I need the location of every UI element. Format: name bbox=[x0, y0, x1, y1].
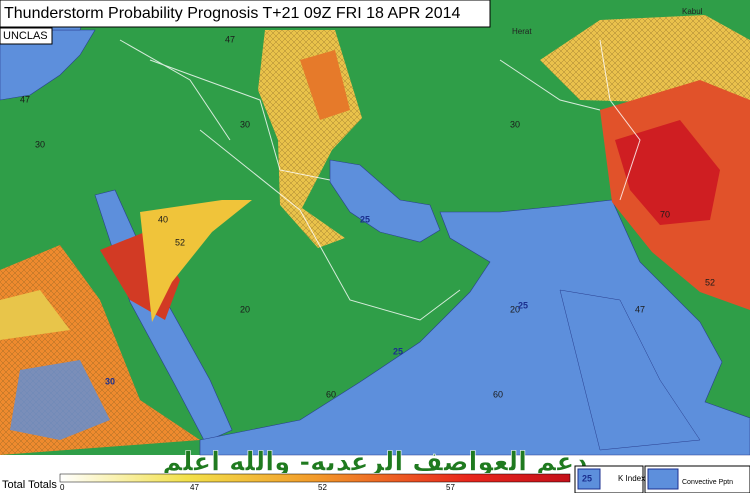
borders bbox=[119, 39, 641, 321]
contour-label: 47 bbox=[635, 304, 645, 314]
lon-label: 60 bbox=[493, 389, 503, 399]
classification-box bbox=[0, 27, 53, 45]
kindex-label: 25 bbox=[518, 300, 528, 310]
classification: UNCLAS bbox=[3, 30, 48, 42]
scale-tick: 57 bbox=[446, 483, 455, 492]
kindex-label: 25 bbox=[360, 214, 370, 224]
scale-tick: 52 bbox=[318, 483, 327, 492]
kindex-label: K Index bbox=[618, 474, 645, 483]
city-label: Herat bbox=[512, 27, 532, 36]
lat-label: 30 bbox=[240, 119, 250, 129]
scale-bar bbox=[59, 473, 571, 483]
title-box bbox=[0, 0, 491, 28]
contour-label: 52 bbox=[175, 237, 185, 247]
contour-label: 52 bbox=[705, 277, 715, 287]
scale-tick: 47 bbox=[190, 483, 199, 492]
city-label: Kabul bbox=[682, 7, 703, 16]
thunderstorm-areas bbox=[0, 15, 750, 455]
kindex-label: 30 bbox=[105, 376, 115, 386]
scale-ticks: 0 47 52 57 bbox=[60, 483, 455, 492]
lat-label: 20 bbox=[510, 304, 520, 314]
convective-label: Convective Pptn bbox=[682, 479, 733, 486]
lon-label: 70 bbox=[660, 209, 670, 219]
lat-label: 20 bbox=[240, 304, 250, 314]
lat-label: 30 bbox=[510, 119, 520, 129]
scale-tick: 0 bbox=[60, 483, 65, 492]
title: Thunderstorm Probability Prognosis T+21 … bbox=[4, 5, 460, 22]
scale-title: Total Totals bbox=[2, 479, 57, 491]
map-labels: 30 30 30 40 20 20 60 60 70 47 47 47 52 5… bbox=[20, 7, 715, 399]
convective-swatch bbox=[647, 468, 679, 490]
kindex-swatch bbox=[577, 468, 601, 490]
kindex-label: 25 bbox=[393, 346, 403, 356]
kindex-sample: 25 bbox=[582, 473, 592, 483]
overlay-text: دعم العواصف الرعديه- والله اعلم bbox=[162, 448, 587, 478]
lon-label: 40 bbox=[158, 214, 168, 224]
lat-label: 30 bbox=[35, 139, 45, 149]
contour-label: 47 bbox=[225, 34, 235, 44]
lon-label: 60 bbox=[326, 389, 336, 399]
contour-label: 47 bbox=[20, 94, 30, 104]
